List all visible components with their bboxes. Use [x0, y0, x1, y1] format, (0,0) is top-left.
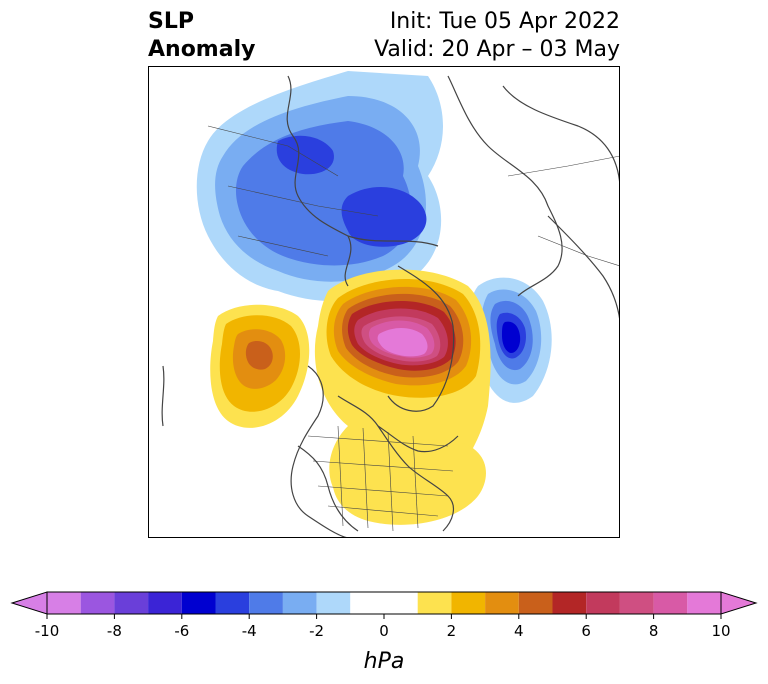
colorbar-segment [47, 592, 81, 614]
colorbar: -10 -8 -6 -4 -2 0 2 4 6 8 10 hPa [10, 591, 758, 674]
negative-anomaly-arctic [196, 71, 443, 302]
slp-anomaly-map [148, 66, 620, 538]
colorbar-segment [687, 592, 721, 614]
colorbar-segment [451, 592, 486, 614]
colorbar-segment [148, 592, 182, 614]
colorbar-tick-label: 4 [514, 622, 524, 640]
positive-anomaly-eastern-us [332, 439, 486, 525]
colorbar-tick-label: 0 [379, 622, 389, 640]
valid-range: Valid: 20 Apr – 03 May [374, 37, 620, 62]
variable-name: SLP [148, 9, 194, 34]
variable-type: Anomaly [148, 37, 256, 62]
colorbar-segment [249, 592, 283, 614]
colorbar-segment [215, 592, 250, 614]
colorbar-tick-label: -10 [35, 622, 60, 640]
colorbar-segment [485, 592, 519, 614]
colorbar-extend-min [10, 591, 48, 615]
colorbar-segment [586, 592, 620, 614]
colorbar-segment [282, 592, 317, 614]
map-title: SLP Anomaly [148, 8, 255, 64]
positive-anomaly-alaska [210, 304, 310, 428]
colorbar-segment [518, 592, 553, 614]
colorbar-extend-max [720, 591, 758, 615]
colorbar-segment [350, 592, 418, 614]
colorbar-tick-label: 8 [649, 622, 659, 640]
colorbar-tick-label: -4 [242, 622, 257, 640]
state-borders [207, 125, 620, 532]
colorbar-segment [653, 592, 688, 614]
colorbar-tick-label: 2 [447, 622, 457, 640]
colorbar-segment [552, 592, 587, 614]
coastlines [161, 75, 620, 538]
colorbar-segment [619, 592, 654, 614]
colorbar-segment [417, 592, 452, 614]
map-frame [148, 66, 620, 538]
colorbar-unit-label: hPa [364, 649, 405, 674]
colorbar-segments [10, 591, 758, 615]
init-date: Init: Tue 05 Apr 2022 [389, 9, 620, 34]
colorbar-ticks: -10 -8 -6 -4 -2 0 2 4 6 8 10 [35, 614, 731, 640]
colorbar-tick-label: -6 [174, 622, 189, 640]
colorbar-segment [80, 592, 115, 614]
colorbar-segment [181, 592, 216, 614]
colorbar-segment [316, 592, 351, 614]
colorbar-tick-label: 10 [711, 622, 730, 640]
colorbar-segment [114, 592, 149, 614]
colorbar-tick-label: -8 [107, 622, 122, 640]
colorbar-tick-label: 6 [581, 622, 591, 640]
colorbar-tick-label: -2 [309, 622, 324, 640]
forecast-dates: Init: Tue 05 Apr 2022 Valid: 20 Apr – 03… [374, 8, 620, 64]
